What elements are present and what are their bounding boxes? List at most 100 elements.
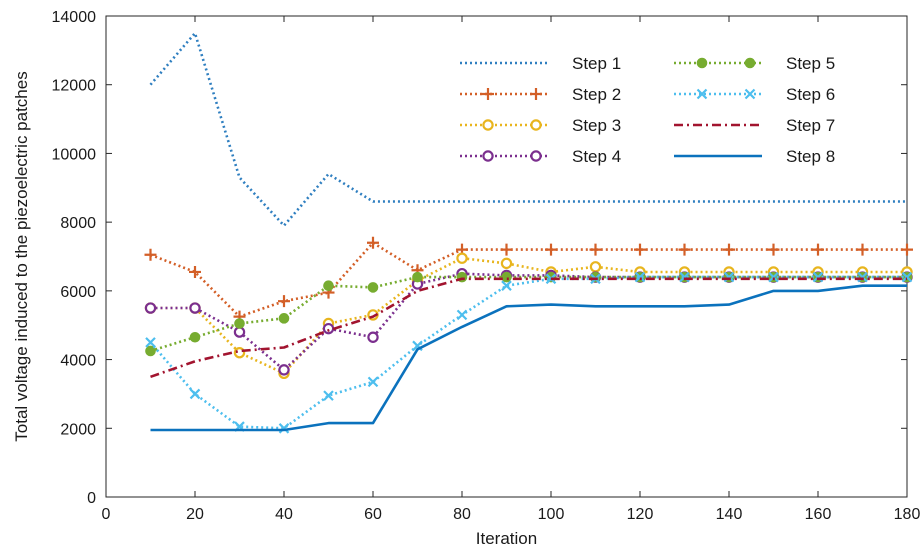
data-point	[501, 271, 512, 283]
y-tick-label: 10000	[52, 146, 97, 163]
plot-area	[105, 15, 908, 498]
data-point	[323, 390, 334, 401]
series-7	[150, 277, 907, 379]
data-point	[144, 248, 157, 261]
legend-label: Step 4	[572, 147, 621, 166]
data-point	[189, 388, 201, 400]
series-layer	[144, 31, 913, 434]
data-point	[901, 271, 913, 283]
data-point	[634, 271, 646, 283]
legend-entry-1: Step 1	[460, 54, 621, 73]
series-2	[144, 236, 913, 323]
data-point	[901, 243, 913, 256]
data-point	[634, 243, 646, 256]
data-point	[500, 243, 513, 256]
data-point	[589, 243, 602, 256]
legend-entry-2: Step 2	[460, 85, 621, 104]
data-point	[812, 243, 824, 256]
legend-label: Step 1	[572, 54, 621, 73]
x-tick-label: 100	[538, 506, 565, 523]
data-point	[144, 302, 157, 314]
data-point	[678, 243, 691, 256]
x-tick-label: 120	[627, 506, 654, 523]
series-1	[149, 31, 907, 227]
data-point	[278, 295, 290, 308]
legend-entry-3: Step 3	[460, 116, 621, 135]
legend-label: Step 5	[786, 54, 835, 73]
y-tick-label: 6000	[60, 284, 96, 301]
y-tick-label: 4000	[60, 353, 96, 370]
data-point	[589, 261, 602, 273]
data-point	[812, 271, 824, 283]
x-tick-label: 180	[894, 506, 920, 523]
legend-label: Step 3	[572, 116, 621, 135]
data-point	[456, 309, 468, 321]
series-line	[150, 275, 907, 353]
legend-entry-5: Step 5	[674, 54, 835, 73]
legend-marker	[530, 150, 542, 162]
y-axis-title: Total voltage induced to the piezoelectr…	[12, 71, 31, 441]
data-point	[189, 331, 201, 343]
data-point	[367, 331, 379, 343]
x-tick-label: 160	[805, 506, 832, 523]
legend-entry-6: Step 6	[674, 85, 835, 104]
legend-label: Step 2	[572, 85, 621, 104]
series-line	[150, 256, 907, 375]
data-point	[367, 236, 379, 249]
data-point	[856, 243, 869, 256]
legend-marker	[744, 57, 756, 69]
x-tick-label: 140	[716, 506, 743, 523]
data-point	[367, 282, 379, 293]
series-8	[150, 284, 907, 432]
legend-marker	[744, 88, 756, 100]
legend-label: Step 8	[786, 147, 835, 166]
data-point	[723, 271, 735, 283]
series-line	[150, 277, 907, 379]
data-point	[189, 302, 201, 314]
x-axis-title: Iteration	[476, 529, 537, 548]
legend-entry-8: Step 8	[674, 147, 835, 166]
x-tick-label: 0	[102, 506, 111, 523]
series-line	[149, 31, 907, 227]
data-point	[412, 271, 423, 283]
x-tick-label: 60	[364, 506, 382, 523]
legend-marker	[530, 88, 542, 100]
y-tick-label: 8000	[60, 215, 96, 232]
y-tick-label: 14000	[52, 9, 97, 26]
data-point	[323, 280, 334, 292]
data-point	[768, 271, 779, 283]
legend-marker	[482, 119, 494, 131]
data-point	[723, 243, 735, 256]
series-line	[150, 272, 907, 372]
data-point	[322, 322, 335, 335]
data-point	[189, 265, 201, 278]
data-point	[501, 280, 512, 291]
data-point	[278, 364, 290, 376]
data-point	[234, 318, 245, 329]
data-point	[679, 271, 690, 283]
data-point	[857, 271, 868, 283]
legend-marker	[530, 119, 542, 131]
y-tick-label: 12000	[52, 78, 97, 95]
data-point	[233, 326, 246, 338]
data-point	[145, 337, 156, 348]
data-point	[456, 252, 468, 264]
legend-marker	[696, 88, 708, 100]
data-point	[145, 345, 156, 357]
x-tick-label: 20	[186, 506, 204, 523]
legend-marker	[482, 150, 494, 162]
legend-entry-4: Step 4	[460, 147, 621, 166]
plot-frame	[105, 15, 908, 498]
data-point	[545, 243, 557, 256]
legend-label: Step 6	[786, 85, 835, 104]
x-tick-label: 80	[453, 506, 471, 523]
series-line	[149, 275, 907, 430]
series-line	[150, 284, 907, 432]
legend-label: Step 7	[786, 116, 835, 135]
legend-entry-7: Step 7	[674, 116, 835, 135]
data-point	[278, 313, 290, 324]
data-point	[590, 271, 601, 283]
legend-marker	[696, 57, 708, 69]
data-point	[767, 243, 780, 256]
